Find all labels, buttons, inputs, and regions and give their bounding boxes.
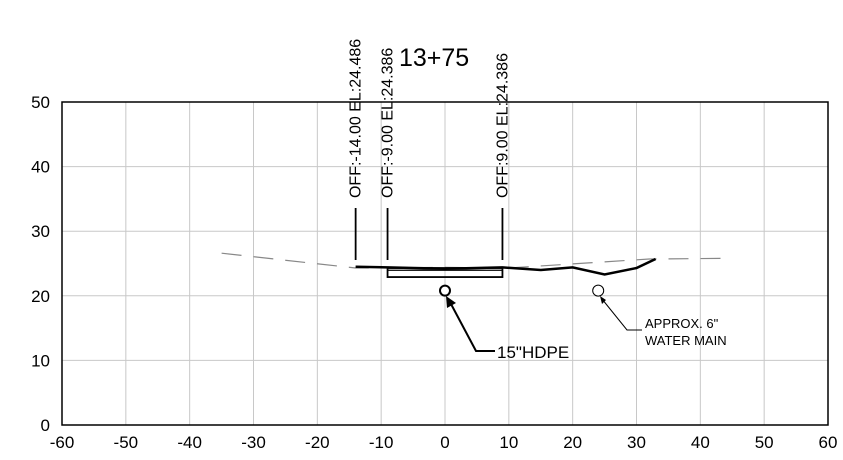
offset-markers: OFF:-14.00 EL:24.486 OFF:-9.00 EL:24.386 O… xyxy=(348,39,511,260)
station-label: 13+75 xyxy=(399,44,469,72)
plot-frame xyxy=(61,101,829,426)
x-tick-label: -20 xyxy=(305,433,330,452)
x-tick-label: 40 xyxy=(691,433,710,452)
pipe-label: 15"HDPE xyxy=(497,343,569,362)
y-tick-label: 20 xyxy=(31,287,50,306)
water-main-leader-arrow xyxy=(600,296,606,304)
y-tick-label: 30 xyxy=(31,222,50,241)
x-tick-label: -40 xyxy=(177,433,202,452)
pipe-leader-line xyxy=(450,303,495,352)
offset-label: OFF:9.00 EL:24.386 xyxy=(494,53,511,198)
water-main-label-line2: WATER MAIN xyxy=(645,333,727,348)
pipe-leader-arrow xyxy=(446,296,456,308)
x-axis-ticks: -60 -50 -40 -30 -20 -10 0 10 20 30 40 50 60 xyxy=(50,433,838,452)
water-main-leader-line xyxy=(601,298,642,331)
existing-ground-line xyxy=(221,252,733,269)
y-tick-label: 0 xyxy=(41,416,50,435)
y-axis-ticks: 0 10 20 30 40 50 xyxy=(31,93,50,435)
x-tick-label: -50 xyxy=(114,433,139,452)
water-main-symbol xyxy=(592,284,605,297)
offset-label: OFF:-9.00 EL:24.386 xyxy=(380,48,397,198)
x-tick-label: 50 xyxy=(755,433,774,452)
x-tick-label: 30 xyxy=(627,433,646,452)
x-tick-label: 0 xyxy=(440,433,449,452)
y-tick-label: 50 xyxy=(31,93,50,112)
x-tick-label: 60 xyxy=(819,433,838,452)
x-tick-label: -60 xyxy=(50,433,75,452)
x-tick-label: 20 xyxy=(563,433,582,452)
y-tick-label: 40 xyxy=(31,158,50,177)
pipe-symbol xyxy=(439,284,451,297)
x-tick-label: -10 xyxy=(369,433,394,452)
proposed-profile-line xyxy=(355,257,657,276)
y-tick-label: 10 xyxy=(31,351,50,370)
x-tick-label: 10 xyxy=(499,433,518,452)
offset-label: OFF:-14.00 EL:24.486 xyxy=(348,39,365,198)
x-tick-label: -30 xyxy=(241,433,266,452)
water-main-label-line1: APPROX. 6" xyxy=(645,316,719,331)
grid xyxy=(61,101,829,426)
